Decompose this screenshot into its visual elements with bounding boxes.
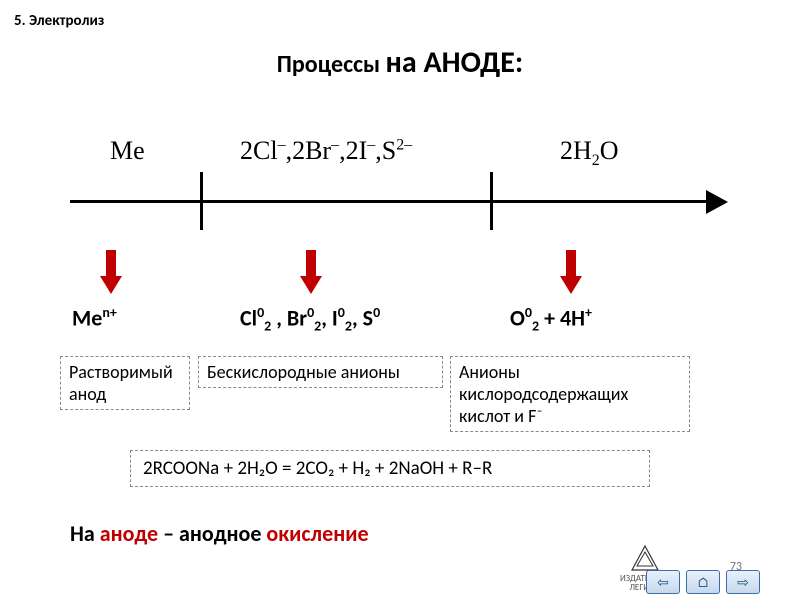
bottom-statement: На аноде – анодное окисление [70,520,369,547]
product-2: O02 + 4H+ [510,304,592,335]
down-arrow-1 [300,250,322,294]
down-arrow-0 [100,250,122,294]
product-1: Cl02 , Br02, I02, S0 [240,304,380,335]
axis-species-0: Me [110,136,145,166]
bottom-mid: – анодное [158,520,266,547]
page-title: Процессы на АНОДЕ: [0,44,800,81]
axis-line [70,200,710,203]
nav-home-button[interactable]: ⌂ [686,570,720,594]
title-prefix: Процессы [277,50,386,79]
section-topic: 5. Электролиз [14,12,104,30]
down-arrow-2 [560,250,582,294]
category-box-2: Анионы кислородсодержащих кислот и F⁻ [450,356,690,432]
category-box-0: Растворимый анод [60,356,190,410]
axis-divider-0 [200,172,203,230]
equation-box: 2RCOONa + 2H₂O = 2CO₂ + H₂ + 2NaOH + R–R [130,450,650,487]
bottom-word-anode: аноде [100,520,158,547]
bottom-prefix: На [70,520,100,547]
axis-species-2: 2H2O [560,136,619,170]
axis-divider-1 [490,172,493,230]
title-main: на АНОДЕ: [386,44,524,81]
product-0: Men+ [72,304,117,331]
bottom-word-oxidation: окисление [266,520,368,547]
category-box-1: Бескислородные анионы [198,356,443,388]
nav-next-button[interactable]: ⇨ [726,570,760,594]
axis-species-1: 2Cl–,2Br–,2I–,S2– [240,136,412,166]
nav-controls: ⇦ ⌂ ⇨ [646,570,760,594]
axis-arrowhead [706,190,728,214]
nav-prev-button[interactable]: ⇦ [646,570,680,594]
